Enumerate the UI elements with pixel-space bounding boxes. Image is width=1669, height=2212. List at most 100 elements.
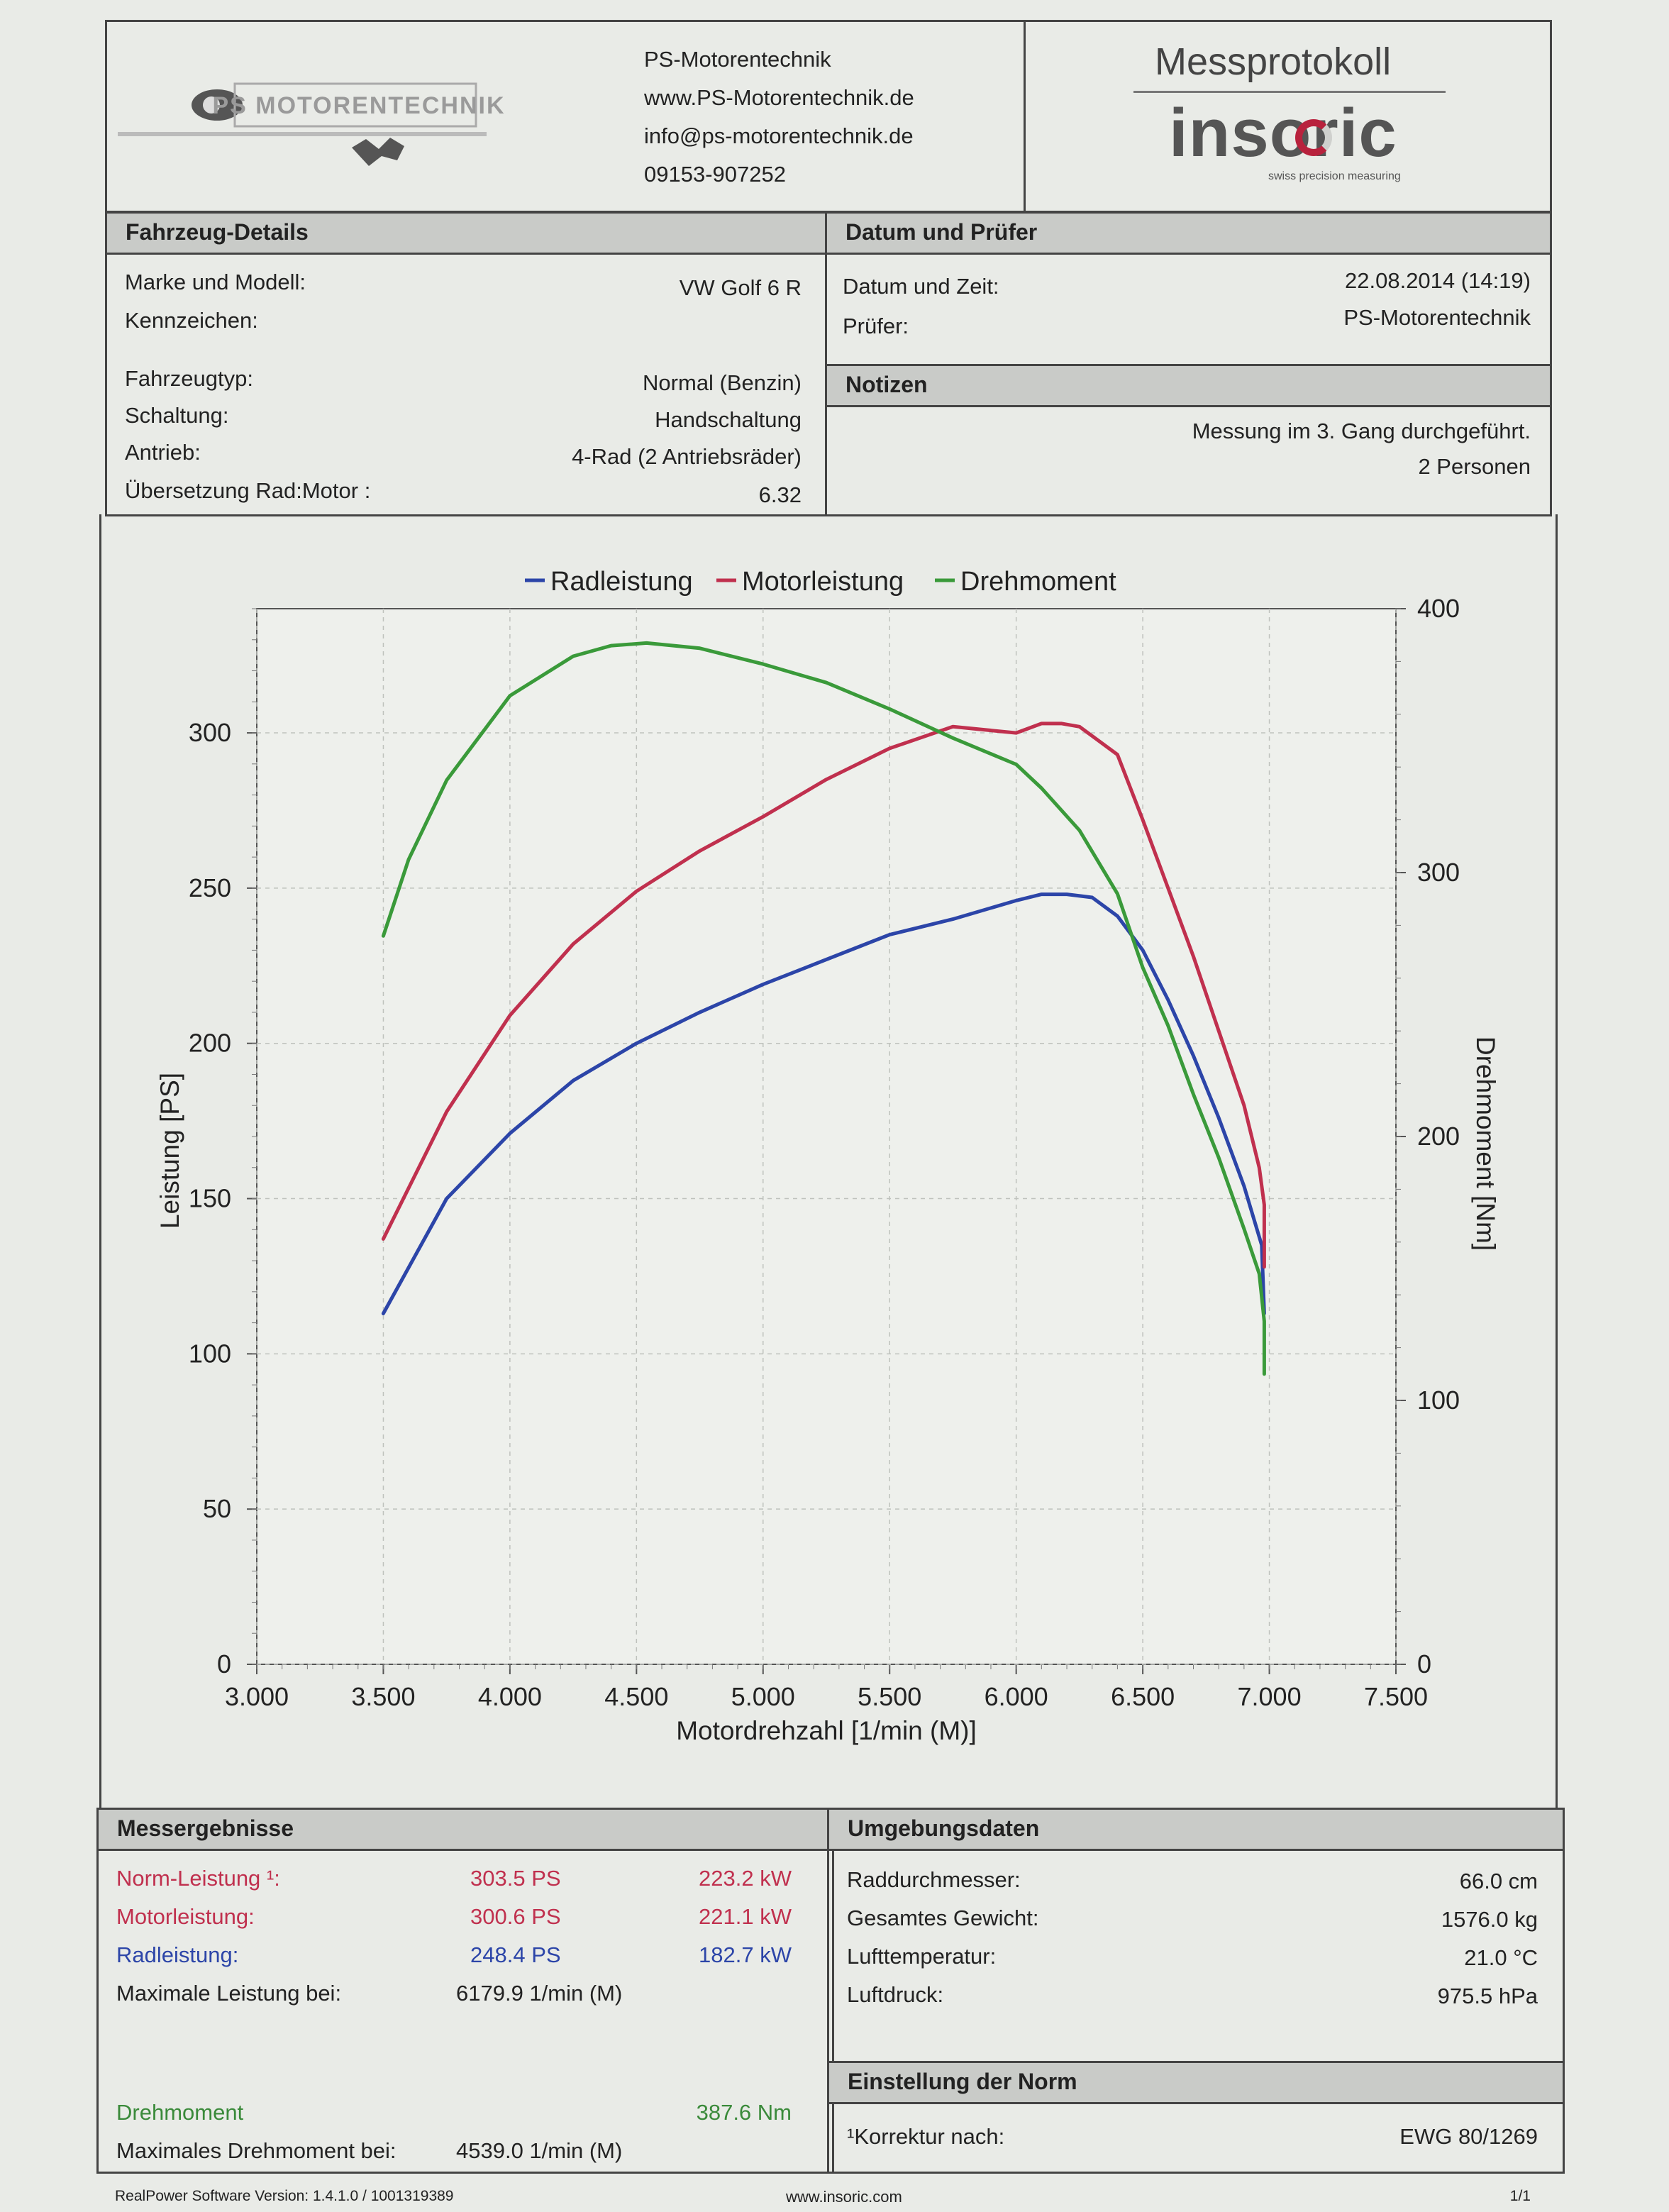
insoric-ring-icon bbox=[1295, 119, 1332, 156]
torque-label: Drehmoment bbox=[116, 2100, 244, 2125]
vehicle-label-0: Marke und Modell: bbox=[125, 270, 306, 294]
y-tick-label: 200 bbox=[189, 1029, 231, 1058]
env-value-0: 66.0 cm bbox=[1459, 1869, 1538, 1893]
results-box bbox=[96, 1808, 834, 2174]
y-tick-label: 50 bbox=[203, 1494, 231, 1523]
y-tick-label: 300 bbox=[189, 718, 231, 747]
env-label-3: Luftdruck: bbox=[847, 1982, 944, 2007]
env-label-1: Gesamtes Gewicht: bbox=[847, 1906, 1039, 1930]
footer-page: 1/1 bbox=[1509, 2188, 1531, 2204]
x-tick-label: 4.500 bbox=[604, 1682, 668, 1711]
norm-power-label: Norm-Leistung ¹: bbox=[116, 1866, 280, 1891]
engine-power-kw: 221.1 kW bbox=[699, 1904, 792, 1929]
footer-url[interactable]: www.insoric.com bbox=[786, 2188, 902, 2206]
vehicle-section-title: Fahrzeug-Details bbox=[107, 214, 825, 255]
date-section-title: Datum und Prüfer bbox=[827, 214, 1550, 255]
legend-label: Radleistung bbox=[550, 567, 693, 597]
y2-tick-label: 100 bbox=[1417, 1386, 1460, 1415]
x-tick-label: 7.500 bbox=[1364, 1682, 1428, 1711]
engine-power-label: Motorleistung: bbox=[116, 1904, 255, 1929]
company-website: www.PS-Motorentechnik.de bbox=[644, 85, 914, 110]
notes-section-title: Notizen bbox=[827, 366, 1550, 407]
y-tick-label: 0 bbox=[217, 1649, 231, 1679]
max-power-value: 6179.9 1/min (M) bbox=[456, 1981, 623, 2006]
norm-correction-label: ¹Korrektur nach: bbox=[847, 2124, 1005, 2149]
x-tick-label: 6.000 bbox=[985, 1682, 1048, 1711]
x-tick-label: 6.500 bbox=[1111, 1682, 1175, 1711]
wheel-power-ps: 248.4 PS bbox=[470, 1942, 561, 1967]
env-value-3: 975.5 hPa bbox=[1437, 1984, 1538, 2008]
vehicle-label-3: Schaltung: bbox=[125, 403, 229, 428]
footer-software: RealPower Software Version: 1.4.1.0 / 10… bbox=[115, 2188, 454, 2204]
y2-tick-label: 200 bbox=[1417, 1122, 1460, 1151]
norm-correction-value: EWG 80/1269 bbox=[1399, 2124, 1538, 2149]
torque-value: 387.6 Nm bbox=[696, 2100, 792, 2125]
max-torque-value: 4539.0 1/min (M) bbox=[456, 2138, 623, 2163]
insoric-tagline: swiss precision measuring bbox=[1268, 170, 1401, 182]
company-phone: 09153-907252 bbox=[644, 162, 786, 187]
header-divider bbox=[1024, 20, 1026, 213]
vehicle-label-2: Fahrzeugtyp: bbox=[125, 366, 253, 391]
norm-box bbox=[827, 2061, 1565, 2174]
y2-tick-label: 0 bbox=[1417, 1649, 1431, 1679]
env-label-0: Raddurchmesser: bbox=[847, 1867, 1021, 1892]
x-tick-label: 3.500 bbox=[351, 1682, 415, 1711]
legend-label: Motorleistung bbox=[742, 567, 904, 597]
wheel-power-label: Radleistung: bbox=[116, 1942, 239, 1967]
vehicle-value-2: Normal (Benzin) bbox=[643, 370, 802, 395]
date-label-1: Prüfer: bbox=[843, 314, 909, 338]
vehicle-value-4: 4-Rad (2 Antriebsräder) bbox=[572, 444, 802, 469]
vehicle-value-0: VW Golf 6 R bbox=[679, 275, 802, 300]
company-email: info@ps-motorentechnik.de bbox=[644, 123, 914, 148]
insoric-logo: insoric swiss precision measuring bbox=[1169, 98, 1438, 190]
title-underline bbox=[1133, 91, 1446, 93]
report-sheet: PS MOTORENTECHNIK PS-Motorentechnik www.… bbox=[96, 20, 1565, 2206]
company-name: PS-Motorentechnik bbox=[644, 47, 831, 72]
y-axis-label: Leistung [PS] bbox=[155, 1073, 184, 1229]
env-label-2: Lufttemperatur: bbox=[847, 1944, 997, 1969]
y-tick-label: 250 bbox=[189, 873, 231, 902]
env-value-2: 21.0 °C bbox=[1464, 1945, 1538, 1970]
y2-tick-label: 400 bbox=[1417, 594, 1460, 623]
environment-section-title: Umgebungsdaten bbox=[829, 1810, 1563, 1851]
date-value-0: 22.08.2014 (14:19) bbox=[1345, 268, 1531, 293]
env-value-1: 1576.0 kg bbox=[1441, 1907, 1538, 1932]
notes-line-1: 2 Personen bbox=[1418, 454, 1531, 479]
engine-power-ps: 300.6 PS bbox=[470, 1904, 561, 1929]
max-torque-label: Maximales Drehmoment bei: bbox=[116, 2138, 397, 2163]
y2-axis-label: Drehmoment [Nm] bbox=[1471, 1036, 1500, 1251]
x-tick-label: 7.000 bbox=[1238, 1682, 1302, 1711]
y2-tick-label: 300 bbox=[1417, 858, 1460, 887]
notes-line-0: Messung im 3. Gang durchgeführt. bbox=[1192, 419, 1531, 443]
norm-power-ps: 303.5 PS bbox=[470, 1866, 561, 1891]
vehicle-value-3: Handschaltung bbox=[655, 407, 802, 432]
norm-power-kw: 223.2 kW bbox=[699, 1866, 792, 1891]
notes-box bbox=[825, 364, 1552, 516]
y-tick-label: 150 bbox=[189, 1184, 231, 1213]
results-section-title: Messergebnisse bbox=[99, 1810, 832, 1851]
vehicle-value-5: 6.32 bbox=[758, 482, 802, 507]
x-axis-label: Motordrehzahl [1/min (M)] bbox=[676, 1716, 977, 1745]
x-tick-label: 5.500 bbox=[858, 1682, 921, 1711]
x-tick-label: 4.000 bbox=[478, 1682, 542, 1711]
insoric-wordmark: insoric bbox=[1169, 95, 1397, 171]
doc-title: Messprotokoll bbox=[1155, 40, 1392, 83]
legend-label: Drehmoment bbox=[960, 567, 1116, 597]
vehicle-label-5: Übersetzung Rad:Motor : bbox=[125, 478, 371, 503]
date-label-0: Datum und Zeit: bbox=[843, 274, 999, 299]
x-tick-label: 3.000 bbox=[225, 1682, 289, 1711]
date-value-1: PS-Motorentechnik bbox=[1343, 305, 1531, 330]
company-logo-text: PS MOTORENTECHNIK bbox=[212, 92, 505, 119]
series-line-drehmoment bbox=[381, 641, 1266, 1376]
series-line-radleistung bbox=[381, 892, 1266, 1315]
wheel-power-kw: 182.7 kW bbox=[699, 1942, 792, 1967]
vehicle-label-4: Antrieb: bbox=[125, 440, 201, 465]
company-logo: PS MOTORENTECHNIK bbox=[118, 41, 515, 176]
series-line-motorleistung bbox=[381, 721, 1266, 1269]
vehicle-label-1: Kennzeichen: bbox=[125, 308, 258, 333]
y-tick-label: 100 bbox=[189, 1339, 231, 1368]
max-power-label: Maximale Leistung bei: bbox=[116, 1981, 342, 2006]
x-tick-label: 5.000 bbox=[731, 1682, 795, 1711]
norm-section-title: Einstellung der Norm bbox=[829, 2063, 1563, 2104]
